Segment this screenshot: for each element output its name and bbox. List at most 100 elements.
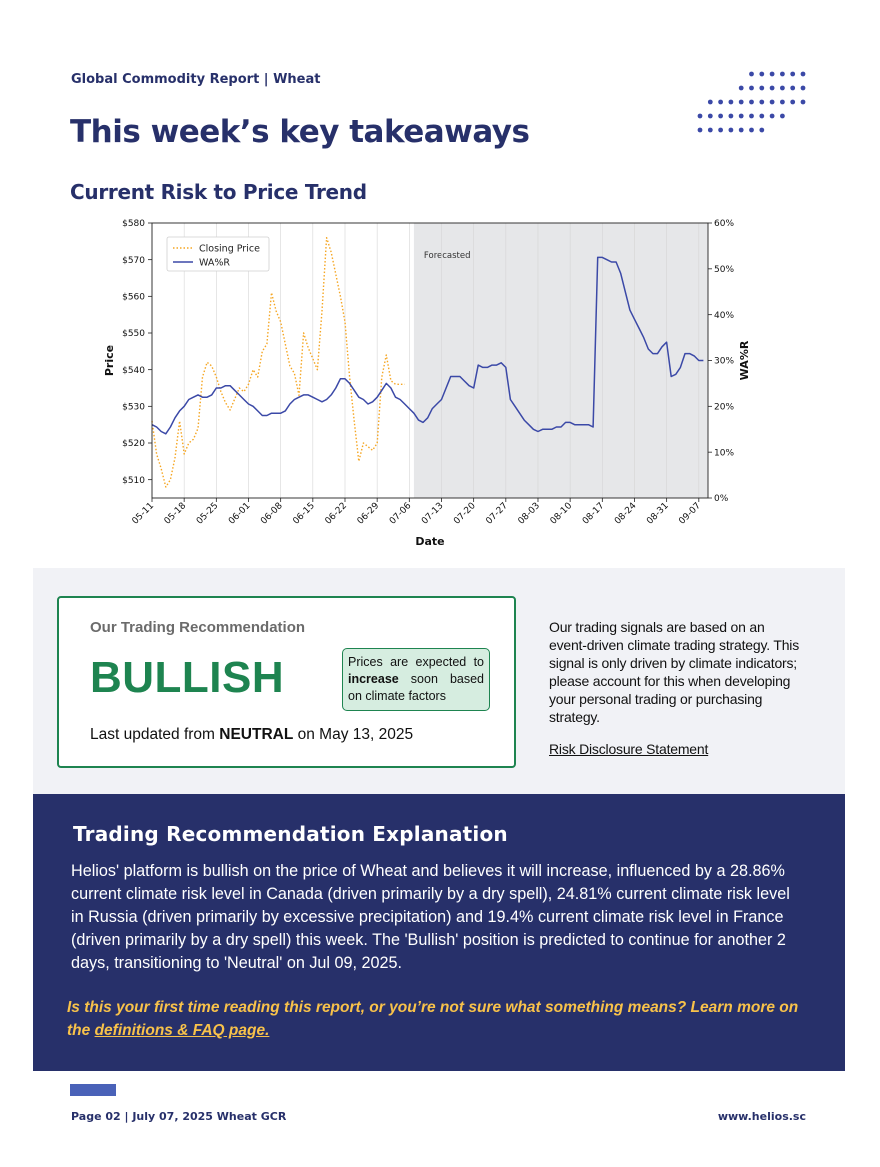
decor-dot [759,99,765,105]
note-text-pre: Prices are expected to [348,655,484,669]
plot-frame [151,222,709,499]
decor-dot [718,127,723,133]
chart-svg: Forecasted 05-11 05-18 05-25 06-01 06-08 06-15… [103,219,751,548]
y-tick-label: $550 [122,329,145,339]
page-title: This week’s key takeaways [70,114,530,150]
chart-section-title: Current Risk to Price Trend [70,180,367,204]
y2-tick-label: 0% [714,494,729,504]
x-tick-label: 06-08 [259,501,285,527]
x-tick-label: 07-27 [484,501,510,527]
y2-tick-label: 50% [714,265,734,275]
y-tick-label: $560 [122,293,145,303]
x-tick-label: 08-17 [581,501,607,527]
decor-dot [800,99,806,105]
decor-dot [738,113,744,119]
x-tick-label: 05-18 [163,501,189,527]
y2-axis-label: WA%R [738,340,751,380]
decor-dot [718,99,723,105]
decor-dot [780,99,785,105]
decor-dot [738,99,744,105]
decor-dot [738,85,744,91]
recommendation-updated: Last updated from NEUTRAL on May 13, 202… [90,726,413,744]
decor-dot [749,71,754,77]
note-text-post: soon based on climate factors [348,672,484,703]
footer-accent-bar [70,1084,116,1096]
decor-dot [697,127,703,133]
decor-dot [728,113,734,119]
faq-link[interactable]: definitions & FAQ page. [94,1022,270,1039]
y-tick-label: $520 [122,439,145,449]
decor-dot [728,99,734,105]
decor-dot [707,113,713,119]
decor-dot [759,127,765,133]
decor-dot [697,113,703,119]
y-tick-label: $530 [122,403,145,413]
x-tick-label: 07-20 [452,501,478,527]
x-axis-label: Date [415,535,444,548]
decor-dot [769,85,775,91]
y-axis-label: Price [103,345,116,376]
x-tick-label: 08-03 [517,501,543,527]
x-tick-label: 06-29 [356,501,382,527]
footer-website: www.helios.sc [717,1110,806,1123]
updated-text-pre: Last updated from [90,726,220,743]
faq-callout-text: Is this your first time reading this rep… [67,999,799,1039]
decor-dot [790,99,796,105]
y2-tick-label: 30% [714,357,734,367]
decor-dot [780,85,785,91]
decor-dot [707,127,713,133]
decor-dot [759,85,765,91]
risk-disclosure-link[interactable]: Risk Disclosure Statement [549,741,709,757]
explanation-title: Trading Recommendation Explanation [73,822,508,846]
y2-tick-label: 60% [714,219,734,229]
legend-label-wa-r: WA%R [199,258,230,269]
decor-dot [718,113,723,119]
y-tick-label: $570 [122,256,145,266]
decor-dot [749,113,754,119]
y-tick-label: $540 [122,366,145,376]
decor-dot [780,113,785,119]
x-tick-label: 06-22 [324,501,350,527]
faq-callout: Is this your first time reading this rep… [67,996,807,1042]
note-text-bold: increase [348,672,399,686]
decor-dot [707,99,713,105]
decor-dot [790,71,796,77]
decorative-dot-grid [697,71,806,133]
y-tick-label: $580 [122,219,145,229]
decor-dot [728,127,734,133]
x-tick-label: 06-01 [227,501,253,527]
decor-dot [790,85,796,91]
wa-r-line [151,256,704,435]
recommendation-heading: Our Trading Recommendation [90,619,306,636]
explanation-body: Helios' platform is bullish on the price… [71,862,790,972]
decor-dot [759,113,765,119]
decor-dot [769,99,775,105]
recommendation-value: BULLISH [90,653,285,702]
decor-dot [749,85,754,91]
explanation-section: Trading Recommendation Explanation Helio… [33,794,845,1071]
x-tick-label: 07-06 [388,501,414,527]
decor-dot [749,99,754,105]
y2-tick-label: 20% [714,403,734,413]
x-tick-label: 08-10 [549,501,575,527]
closing-price-line [151,237,405,488]
signal-disclaimer-text: Our trading signals are based on an even… [549,619,799,725]
x-tick-label: 06-15 [291,501,317,527]
x-tick-label: 07-13 [420,501,446,527]
x-tick-label: 09-07 [677,501,703,527]
updated-text-post: on May 13, 2025 [293,726,414,743]
y2-tick-label: 40% [714,311,734,321]
x-tick-label: 05-11 [131,501,157,527]
x-tick-label: 05-25 [195,501,221,527]
y-tick-label: $510 [122,476,145,486]
legend-label-closing-price: Closing Price [199,244,260,255]
forecast-label: Forecasted [424,251,471,261]
decor-dot [800,71,806,77]
report-header-label: Global Commodity Report | Wheat [71,72,321,87]
recommendation-card: Our Trading Recommendation BULLISH Price… [57,596,516,768]
decor-dot [759,71,765,77]
price-risk-chart: Forecasted 05-11 05-18 05-25 06-01 06-08 06-15… [96,210,776,555]
decor-dot [780,71,785,77]
x-tick-label: 08-31 [645,501,671,527]
y2-tick-label: 10% [714,448,734,458]
